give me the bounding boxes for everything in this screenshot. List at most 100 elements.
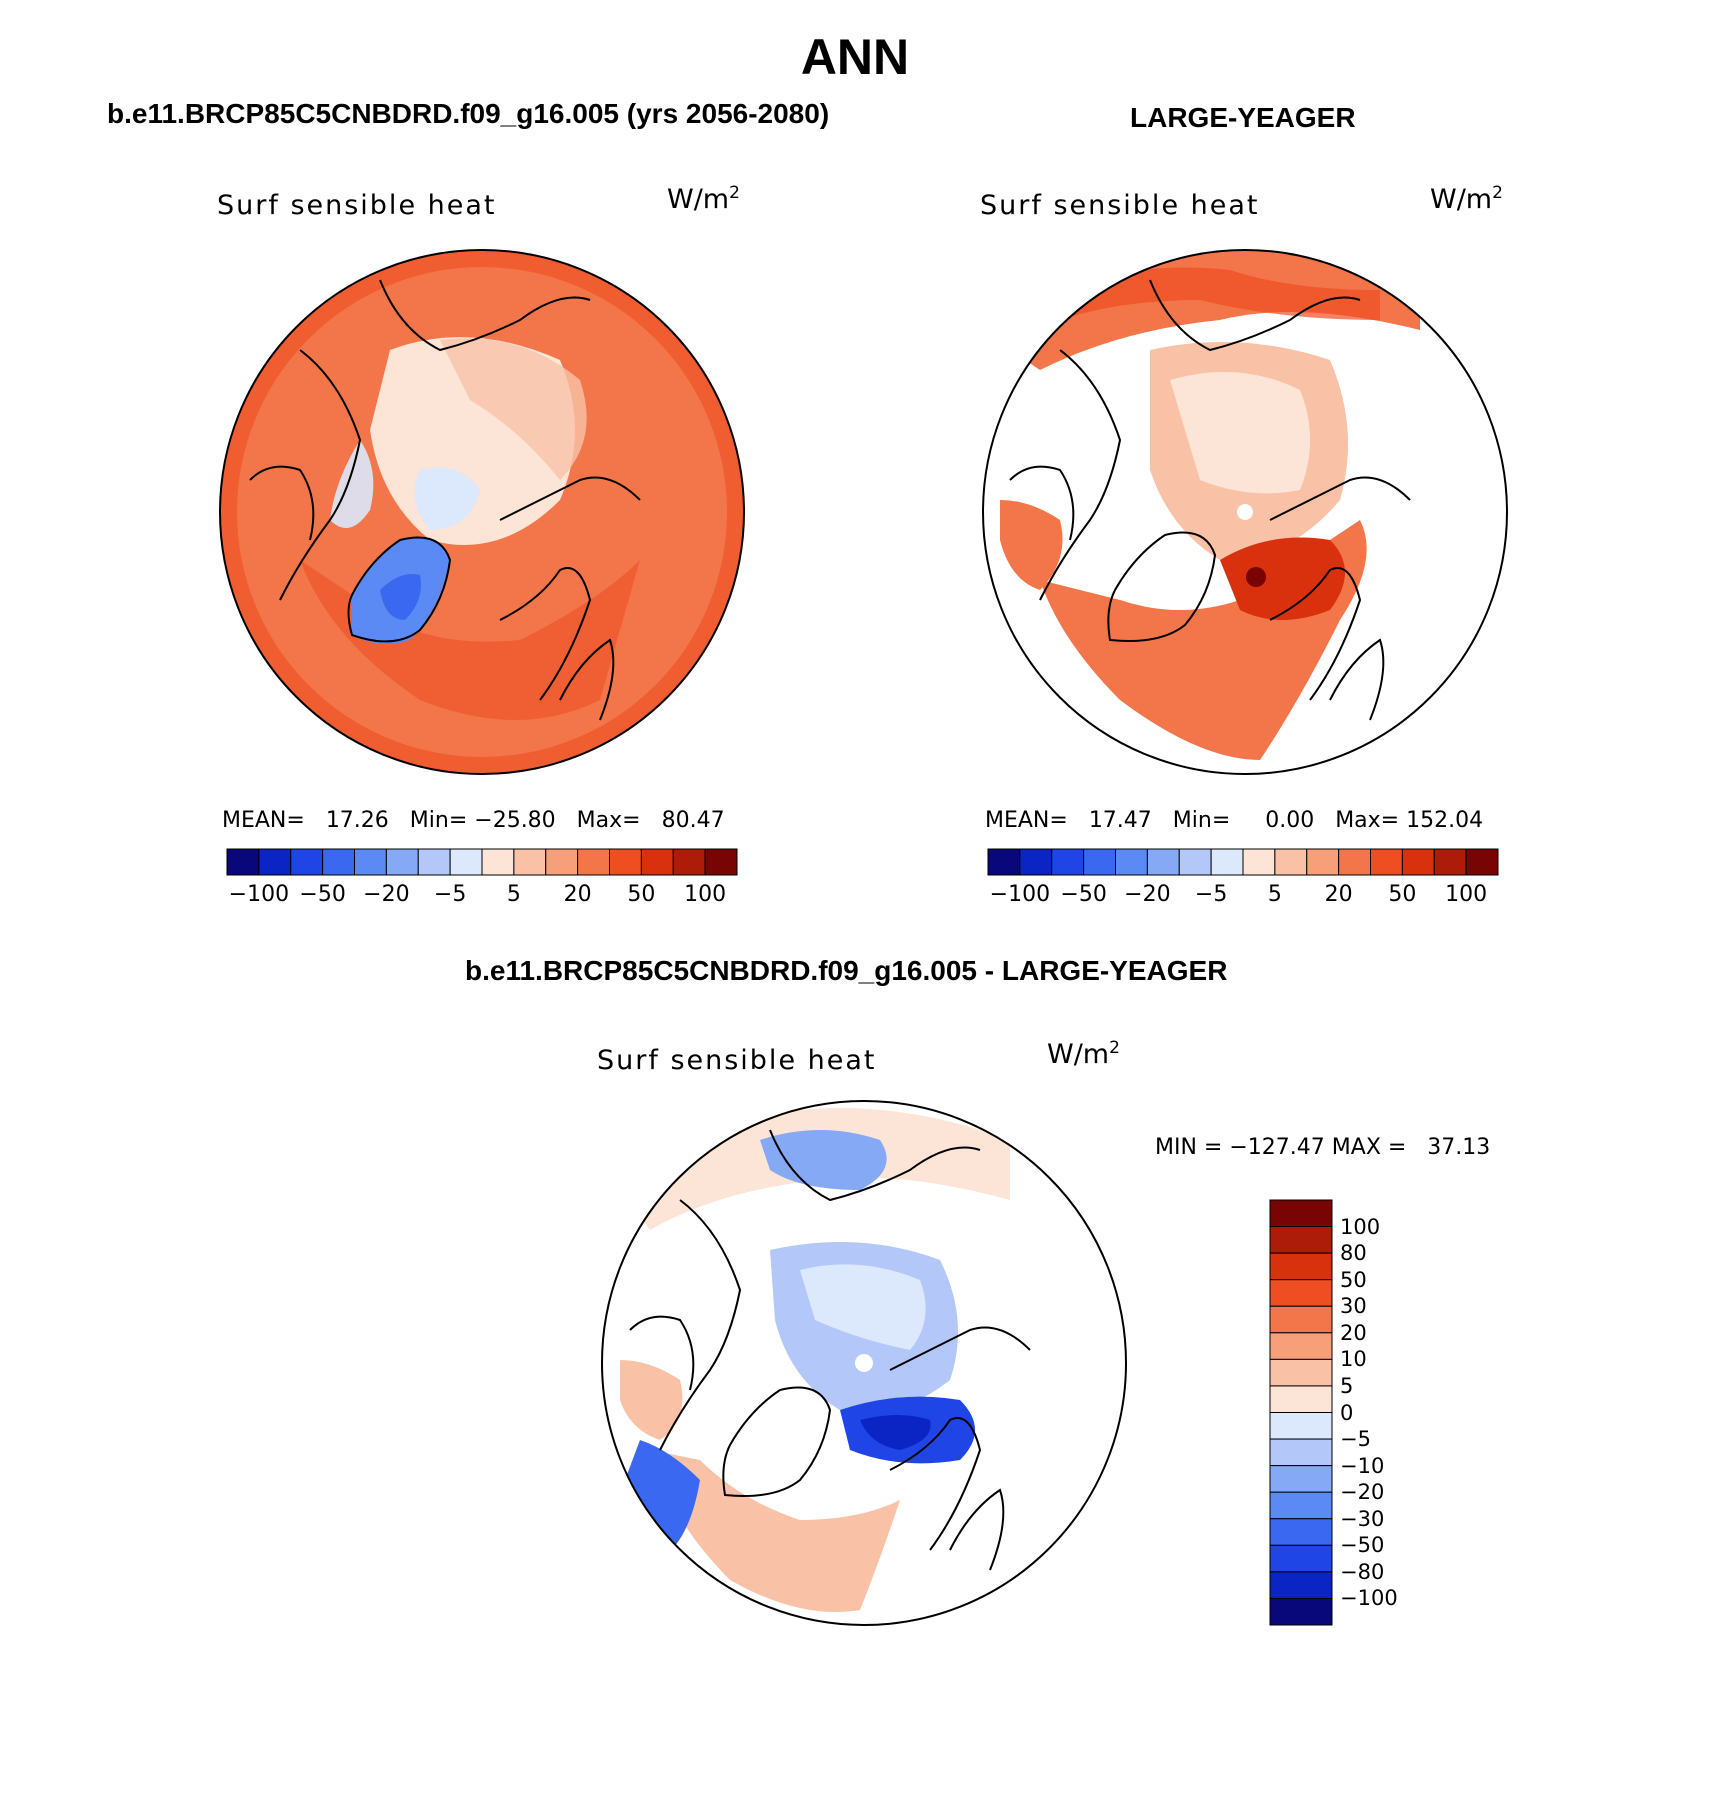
- left-field-arctic-light: [440, 338, 587, 480]
- right-field-labrador: [1000, 500, 1063, 590]
- right-colorbar: [987, 848, 1499, 876]
- left-field-warm-region: [300, 560, 640, 720]
- left-case-title: b.e11.BRCP85C5CNBDRD.f09_g16.005 (yrs 20…: [107, 98, 830, 129]
- left-colorbar-tick-label: 20: [563, 882, 592, 907]
- left-colorbar-swatch: [640, 848, 674, 876]
- left-units: W/m2: [667, 183, 740, 215]
- diff-field-arctic-pale: [800, 1264, 926, 1350]
- diff-colorbar-tick-label: 0: [1340, 1400, 1354, 1425]
- left-stats: MEAN= 17.26 Min= −25.80 Max= 80.47: [222, 808, 725, 833]
- diff-stats: MIN = −127.47 MAX = 37.13: [1155, 1135, 1491, 1160]
- diff-colorbar-tick-label: 30: [1340, 1294, 1367, 1319]
- left-colorbar-tick-label: 50: [627, 882, 656, 907]
- left-colorbar-swatch: [322, 848, 355, 876]
- diff-colorbar-tick-label: −20: [1340, 1480, 1385, 1505]
- diff-colorbar-tick-label: −10: [1340, 1453, 1385, 1478]
- left-colorbar-ticks: −100 −50 −20 −5 5 20 50 100: [227, 882, 737, 910]
- diff-colorbar-tick-label: 5: [1340, 1373, 1354, 1398]
- left-colorbar-swatch: [354, 848, 387, 876]
- right-colorbar-swatch: [987, 848, 1021, 876]
- right-field-arctic-pale: [1170, 372, 1310, 494]
- right-case-title: LARGE-YEAGER: [1130, 102, 1356, 133]
- right-coast-alaska: [1149, 279, 1361, 352]
- diff-colorbar-swatch: [1269, 1358, 1333, 1387]
- diff-field-pacific-cool: [760, 1130, 887, 1190]
- right-colorbar-swatch: [1465, 848, 1499, 876]
- right-field-pacific-hot: [1060, 267, 1380, 320]
- diff-colorbar-swatch: [1269, 1279, 1333, 1307]
- left-colorbar-tick-label: −20: [363, 882, 410, 907]
- right-coast-scandinavia: [1329, 638, 1385, 721]
- right-colorbar-tick-label: 100: [1445, 882, 1488, 907]
- diff-colorbar-swatch: [1269, 1199, 1333, 1228]
- right-field-max-spot: [1246, 567, 1266, 587]
- right-colorbar-swatch: [1242, 848, 1276, 876]
- left-colorbar-tick-label: 100: [684, 882, 727, 907]
- left-coast-scandinavia: [559, 638, 615, 721]
- diff-coast-greenland: [722, 1386, 832, 1497]
- diff-variable-label: Surf sensible heat: [597, 1045, 877, 1076]
- right-colorbar-tick-label: −20: [1124, 882, 1171, 907]
- left-colorbar-swatch: [449, 848, 483, 876]
- diff-colorbar-tick-label: 50: [1340, 1267, 1367, 1292]
- diff-colorbar-swatch: [1269, 1252, 1333, 1281]
- right-colorbar-tick-label: −5: [1194, 882, 1228, 907]
- diff-colorbar-tick-label: 100: [1340, 1214, 1381, 1239]
- right-colorbar-tick-label: 5: [1267, 882, 1282, 907]
- diff-field-atlantic: [650, 1450, 900, 1612]
- right-colorbar-swatch: [1401, 848, 1435, 876]
- left-colorbar-tick-label: 5: [506, 882, 521, 907]
- left-colorbar-swatch: [481, 848, 515, 876]
- right-colorbar-swatch: [1115, 848, 1148, 876]
- diff-colorbar-swatch: [1269, 1544, 1333, 1573]
- left-colorbar-swatch: [513, 848, 547, 876]
- diff-colorbar-swatch: [1269, 1412, 1333, 1440]
- left-colorbar-tick-label: −50: [299, 882, 346, 907]
- right-colorbar-ticks: −100 −50 −20 −5 5 20 50 100: [988, 882, 1498, 910]
- diff-units: W/m2: [1047, 1038, 1120, 1070]
- left-colorbar-tick-label: −5: [433, 882, 467, 907]
- right-field-barents-hot: [1220, 537, 1345, 620]
- diff-colorbar-swatch: [1269, 1518, 1333, 1546]
- diff-colorbar-swatch: [1269, 1226, 1333, 1254]
- diff-colorbar-swatch: [1269, 1305, 1333, 1334]
- left-colorbar-swatch: [609, 848, 642, 876]
- right-coast-greenland: [1107, 531, 1217, 642]
- right-colorbar-swatch: [1146, 848, 1180, 876]
- right-units: W/m2: [1430, 183, 1503, 215]
- left-colorbar-swatch: [385, 848, 419, 876]
- right-colorbar-swatch: [1306, 848, 1340, 876]
- diff-colorbar-swatch: [1269, 1491, 1333, 1520]
- diff-colorbar-tick-label: 20: [1340, 1320, 1367, 1345]
- right-colorbar-tick-label: 20: [1324, 882, 1353, 907]
- diff-colorbar-swatch: [1269, 1385, 1333, 1413]
- diff-colorbar-tick-label: −30: [1340, 1506, 1385, 1531]
- diff-coast-scandinavia: [949, 1488, 1005, 1571]
- diff-colorbar-tick-label: 80: [1340, 1241, 1367, 1266]
- left-variable-label: Surf sensible heat: [217, 190, 497, 221]
- right-variable-label: Surf sensible heat: [980, 190, 1260, 221]
- diff-field-baffin: [620, 1360, 683, 1440]
- left-colorbar-swatch: [417, 848, 451, 876]
- diff-colorbar-swatch: [1269, 1465, 1333, 1493]
- diff-pole-hole: [855, 1354, 873, 1372]
- left-greenland-core: [380, 574, 421, 620]
- right-colorbar-tick-label: 50: [1388, 882, 1417, 907]
- right-map-boundary: [982, 249, 1508, 775]
- left-field-ocean-cool: [414, 467, 480, 530]
- diff-colorbar-swatch: [1269, 1332, 1333, 1360]
- diff-colorbar-tick-label: −100: [1340, 1586, 1398, 1611]
- left-colorbar: [226, 848, 738, 876]
- right-colorbar-tick-label: −50: [1060, 882, 1107, 907]
- left-colorbar-swatch: [704, 848, 738, 876]
- diff-coast-eurasia: [889, 1326, 1031, 1551]
- left-colorbar-tick-label: −100: [228, 882, 290, 907]
- diff-colorbar-swatch: [1269, 1571, 1333, 1599]
- left-colorbar-swatch: [258, 848, 292, 876]
- right-colorbar-tick-label: −100: [989, 882, 1051, 907]
- diff-colorbar-swatch: [1269, 1438, 1333, 1467]
- diff-coast-alaska: [769, 1129, 981, 1202]
